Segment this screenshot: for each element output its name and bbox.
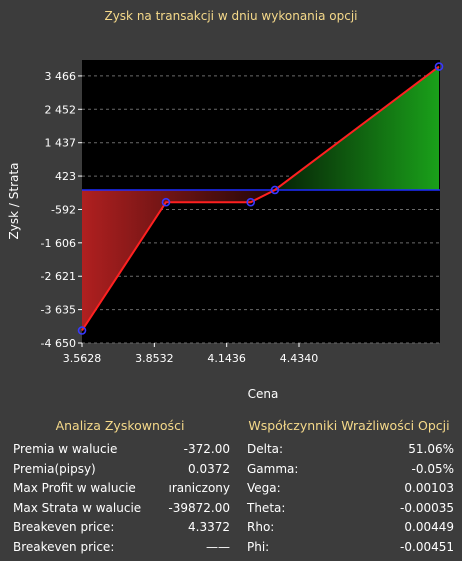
- y-tick-label: -592: [51, 203, 76, 216]
- analysis-row: Breakeven price: ——: [10, 538, 230, 558]
- analysis-value: -39872.00: [168, 500, 230, 515]
- y-axis-label: Zysk / Strata: [7, 163, 21, 240]
- y-tick-label: 1 437: [45, 137, 77, 150]
- analysis-row: Breakeven price: 4.3372: [10, 518, 230, 538]
- analysis-row: Premia(pipsy) 0.0372: [10, 460, 230, 480]
- greeks-panel: Współczynniki Wrażliwości Opcji Delta: 51…: [244, 418, 454, 558]
- profit-analysis-title: Analiza Zyskowności: [55, 418, 185, 433]
- chart-title: Zysk na transakcji w dniu wykonania opcj…: [104, 9, 357, 23]
- greek-row: Gamma: -0.05%: [244, 460, 454, 480]
- greek-row: Rho: 0.00449: [244, 518, 454, 538]
- y-tick-label: -3 635: [41, 304, 76, 317]
- greek-label: Gamma:: [247, 461, 299, 476]
- payoff-line: [81, 65, 440, 332]
- greek-label: Delta:: [247, 442, 284, 456]
- y-tick-label: -1 606: [41, 237, 76, 250]
- greek-label: Theta:: [247, 500, 286, 515]
- analysis-label: Premia w walucie: [13, 442, 118, 456]
- greek-value: -0.00035: [400, 500, 454, 515]
- greek-row: Delta: 51.06%: [244, 440, 454, 460]
- payoff-point: [246, 197, 255, 207]
- greek-value: 51.06%: [408, 442, 454, 456]
- analysis-value: ——: [206, 539, 230, 554]
- analysis-value: 0.0372: [188, 461, 230, 476]
- payoff-point: [434, 62, 444, 71]
- analysis-label: Max Profit w walucie: [13, 481, 136, 496]
- y-tick-label: -2 621: [41, 270, 76, 283]
- greek-row: Phi: -0.00451: [244, 538, 454, 558]
- x-tick-label: 4.4340: [280, 352, 319, 365]
- greeks-title: Współczynniki Wrażliwości Opcji: [248, 418, 450, 433]
- y-tick-label: 3 466: [45, 70, 77, 83]
- y-tick-label: 423: [55, 170, 76, 183]
- loss-area: [82, 189, 275, 331]
- greek-label: Phi:: [247, 539, 270, 554]
- x-tick-label: 3.8532: [135, 352, 174, 365]
- payoff-point: [161, 197, 171, 207]
- greek-label: Rho:: [247, 520, 275, 535]
- analysis-row: Max Strata w walucie -39872.00: [10, 499, 230, 519]
- analysis-value: -372.00: [183, 442, 230, 456]
- analysis-value: 4.3372: [188, 520, 230, 535]
- greek-label: Vega:: [247, 481, 281, 496]
- analysis-value: ıraniczony: [168, 481, 230, 496]
- x-tick-label: 3.5628: [63, 352, 102, 365]
- analysis-label: Breakeven price:: [13, 539, 115, 554]
- payoff-point: [77, 326, 87, 335]
- greek-row: Vega: 0.00103: [244, 479, 454, 499]
- greek-value: 0.00449: [404, 520, 454, 535]
- x-tick-label: 4.1436: [207, 352, 246, 365]
- y-tick-label: 2 452: [45, 103, 77, 116]
- greek-value: 0.00103: [404, 481, 454, 496]
- analysis-label: Max Strata w walucie: [13, 500, 142, 515]
- analysis-row: Max Profit w walucie ıraniczony: [10, 479, 230, 499]
- greek-value: -0.05%: [411, 461, 454, 476]
- payoff-chart: Zysk na transakcji w dniu wykonania opcj…: [7, 9, 444, 401]
- analysis-label: Breakeven price:: [13, 520, 115, 535]
- profit-analysis-panel: Analiza Zyskowności Premia w walucie -372…: [10, 418, 230, 558]
- analysis-row: Premia w walucie -372.00: [10, 440, 230, 460]
- analysis-label: Premia(pipsy): [13, 461, 96, 476]
- greek-row: Theta: -0.00035: [244, 499, 454, 519]
- y-tick-label: -4 650: [41, 337, 76, 350]
- payoff-point: [270, 185, 280, 195]
- x-axis-label: Cena: [248, 387, 279, 401]
- greek-value: -0.00451: [400, 539, 454, 554]
